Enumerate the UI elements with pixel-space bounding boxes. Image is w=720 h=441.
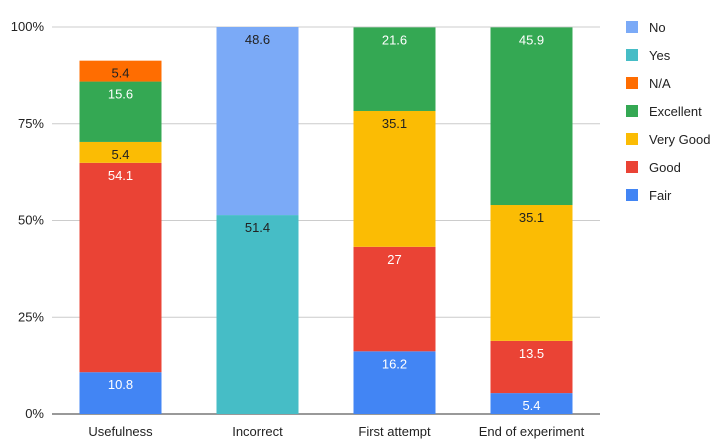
legend-item[interactable]: Yes (626, 48, 671, 63)
legend-label: No (649, 20, 666, 35)
y-tick-label: 50% (18, 213, 44, 228)
bar-segment[interactable] (353, 110, 436, 247)
bar-segment[interactable] (79, 372, 162, 414)
data-label: 5.4 (111, 147, 129, 162)
bars: 10.8 54.1 5.4 15.6 5.4 51.4 48.6 16.2 27 35.1 21.6… (79, 27, 573, 414)
x-category-label: First attempt (358, 424, 431, 439)
data-label: 35.1 (382, 116, 407, 131)
bar-segment[interactable] (490, 393, 573, 414)
data-label: 10.8 (108, 377, 133, 392)
legend-label: Excellent (649, 104, 702, 119)
bar-segment[interactable] (490, 205, 573, 341)
legend-swatch (626, 49, 638, 61)
data-label: 13.5 (519, 346, 544, 361)
y-tick-label: 25% (18, 309, 44, 324)
data-label: 48.6 (245, 32, 270, 47)
y-axis-ticks: 0% 25% 50% 75% 100% (11, 19, 45, 421)
data-label: 16.2 (382, 356, 407, 371)
bar-segment[interactable] (79, 141, 162, 163)
bar-segment[interactable] (353, 27, 436, 111)
data-label: 15.6 (108, 87, 133, 102)
data-label: 35.1 (519, 210, 544, 225)
bar-segment[interactable] (353, 351, 436, 414)
x-axis-categories: Usefulness Incorrect First attempt End of e… (88, 424, 584, 439)
legend-label: Good (649, 160, 681, 175)
data-label: 27 (387, 252, 401, 267)
bar-segment[interactable] (79, 60, 162, 82)
bar-segment[interactable] (216, 27, 299, 216)
legend-item[interactable]: Fair (626, 188, 672, 203)
bar-segment[interactable] (79, 81, 162, 142)
legend-item[interactable]: No (626, 20, 666, 35)
y-tick-label: 100% (11, 19, 45, 34)
legend-item[interactable]: Excellent (626, 104, 702, 119)
bar-segment[interactable] (490, 27, 573, 206)
legend-swatch (626, 21, 638, 33)
legend-swatch (626, 77, 638, 89)
data-label: 21.6 (382, 32, 407, 47)
legend-swatch (626, 189, 638, 201)
legend-item[interactable]: Good (626, 160, 681, 175)
legend-label: Fair (649, 188, 672, 203)
legend-label: Very Good (649, 132, 710, 147)
x-category-label: End of experiment (479, 424, 585, 439)
bar-segment[interactable] (353, 246, 436, 352)
data-label: 45.9 (519, 32, 544, 47)
bar-segment[interactable] (216, 215, 299, 414)
y-tick-label: 0% (25, 406, 44, 421)
x-category-label: Usefulness (88, 424, 153, 439)
data-label: 5.4 (522, 398, 540, 413)
legend-swatch (626, 161, 638, 173)
legend-item[interactable]: N/A (626, 76, 671, 91)
legend[interactable]: No Yes N/A Excellent Very Good Good Fair (626, 20, 710, 203)
data-label: 51.4 (245, 220, 270, 235)
y-tick-label: 75% (18, 116, 44, 131)
legend-label: N/A (649, 76, 671, 91)
data-label: 54.1 (108, 168, 133, 183)
bar-segment[interactable] (490, 340, 573, 394)
legend-swatch (626, 105, 638, 117)
x-category-label: Incorrect (232, 424, 283, 439)
data-label: 5.4 (111, 66, 129, 81)
legend-item[interactable]: Very Good (626, 132, 710, 147)
legend-swatch (626, 133, 638, 145)
legend-label: Yes (649, 48, 671, 63)
bar-segment[interactable] (79, 162, 162, 373)
